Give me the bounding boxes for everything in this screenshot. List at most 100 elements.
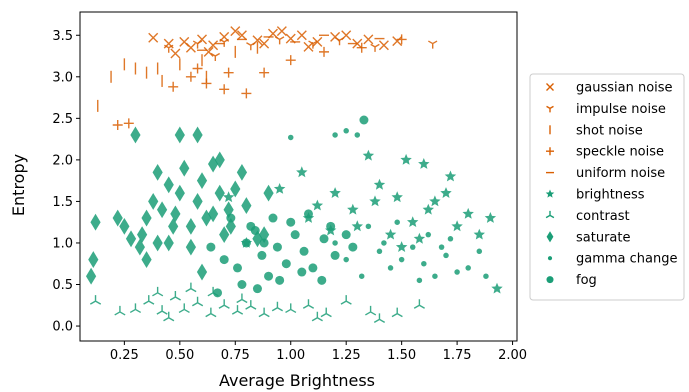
point-gamma-change-12 — [454, 269, 460, 275]
point-fog-22 — [317, 275, 327, 285]
point-contrast-17 — [340, 295, 352, 305]
point-contrast-4 — [156, 305, 168, 315]
point-contrast-16 — [320, 307, 332, 318]
point-fog-16 — [286, 217, 296, 227]
x-tick-label: 1.75 — [443, 348, 472, 363]
point-contrast-15 — [302, 299, 315, 309]
point-saturate-39 — [168, 217, 179, 235]
point-gamma-change-0 — [287, 134, 294, 141]
point-saturate-9 — [152, 163, 163, 181]
point-speckle-noise-5 — [219, 84, 230, 95]
point-fog-3 — [226, 213, 236, 223]
point-contrast-14 — [285, 303, 297, 314]
y-tick-label: 1.5 — [52, 195, 73, 210]
point-gaussian-noise-17 — [185, 42, 196, 53]
legend-marker — [545, 210, 555, 219]
point-contrast-1 — [114, 305, 126, 316]
point-gamma-change-2 — [343, 128, 349, 134]
point-brightness-17 — [491, 282, 503, 294]
point-speckle-noise-6 — [241, 88, 252, 99]
point-brightness-6 — [347, 203, 359, 215]
point-saturate-12 — [170, 205, 181, 223]
point-saturate-3 — [112, 209, 123, 227]
point-brightness-28 — [395, 241, 408, 252]
point-gamma-change-1 — [332, 132, 338, 138]
point-saturate-32 — [185, 238, 197, 256]
point-gamma-change-16 — [332, 240, 338, 246]
point-impulse-noise-9 — [210, 52, 221, 62]
point-gamma-change-3 — [354, 132, 361, 138]
point-gaussian-noise-21 — [303, 41, 314, 52]
point-fog-19 — [252, 284, 262, 294]
point-saturate-15 — [185, 217, 197, 235]
point-brightness-21 — [413, 232, 426, 244]
y-tick-label: 1.0 — [52, 236, 73, 251]
point-saturate-20 — [214, 184, 225, 202]
legend-marker — [546, 276, 554, 284]
point-brightness-16 — [484, 212, 497, 223]
point-gaussian-noise-15 — [378, 40, 389, 51]
legend-entry-saturate: saturate — [546, 230, 630, 245]
point-speckle-noise-8 — [285, 55, 296, 66]
point-saturate-13 — [174, 184, 185, 202]
legend-marker — [546, 105, 554, 113]
point-fog-5 — [241, 238, 251, 248]
point-impulse-noise-8 — [428, 40, 438, 49]
point-fog-4 — [232, 263, 242, 273]
point-fog-15 — [330, 250, 340, 260]
legend-entry-gamma-change: gamma change — [547, 252, 678, 267]
point-fog-18 — [237, 280, 247, 290]
point-gamma-change-14 — [476, 248, 483, 255]
x-axis-label: Average Brightness — [219, 371, 375, 390]
point-saturate-40 — [207, 205, 219, 223]
point-saturate-0 — [85, 267, 97, 285]
point-impulse-noise-7 — [370, 43, 380, 52]
point-gamma-change-21 — [416, 277, 423, 284]
point-gamma-change-15 — [483, 273, 489, 279]
point-saturate-11 — [163, 176, 174, 194]
point-brightness-5 — [329, 187, 341, 198]
point-saturate-35 — [192, 126, 203, 144]
x-tick-label: 0.50 — [165, 348, 194, 363]
point-fog-28 — [341, 230, 351, 240]
point-impulse-noise-0 — [164, 44, 174, 53]
legend-marker — [545, 189, 555, 198]
point-saturate-24 — [236, 163, 248, 181]
point-gamma-change-11 — [443, 252, 449, 259]
x-tick-label: 2.00 — [498, 348, 527, 363]
point-contrast-0 — [89, 295, 102, 305]
point-brightness-0 — [222, 191, 235, 203]
point-gamma-change-22 — [425, 231, 432, 238]
legend-box — [529, 73, 685, 301]
point-brightness-26 — [369, 195, 381, 207]
point-fog-0 — [206, 242, 216, 252]
point-speckle-noise-11 — [396, 34, 407, 45]
point-saturate-29 — [141, 251, 152, 268]
legend-entry-impulse-noise: impulse noise — [546, 102, 666, 117]
point-contrast-10 — [231, 305, 244, 315]
point-gamma-change-4 — [358, 273, 365, 279]
point-gamma-change-6 — [387, 265, 394, 271]
point-saturate-31 — [163, 234, 174, 252]
point-fog-17 — [303, 209, 313, 219]
legend-label: shot noise — [576, 123, 643, 138]
point-fog-27 — [348, 242, 358, 252]
legend-entry-shot-noise: shot noise — [549, 123, 643, 138]
point-speckle-noise-12 — [223, 67, 234, 78]
point-contrast-11 — [245, 300, 257, 310]
axes-frame — [79, 11, 518, 342]
point-brightness-9 — [391, 191, 403, 203]
point-gamma-change-23 — [438, 244, 445, 250]
legend-label: impulse noise — [576, 102, 666, 117]
point-saturate-37 — [130, 126, 141, 144]
point-gamma-change-18 — [365, 223, 372, 230]
point-gamma-change-7 — [398, 256, 405, 263]
point-speckle-noise-3 — [185, 71, 196, 82]
point-fog-9 — [272, 242, 282, 252]
point-brightness-18 — [351, 220, 363, 232]
point-gaussian-noise-11 — [312, 36, 323, 47]
point-contrast-3 — [143, 295, 155, 305]
point-gamma-change-17 — [343, 256, 349, 263]
point-gamma-change-9 — [421, 260, 427, 267]
